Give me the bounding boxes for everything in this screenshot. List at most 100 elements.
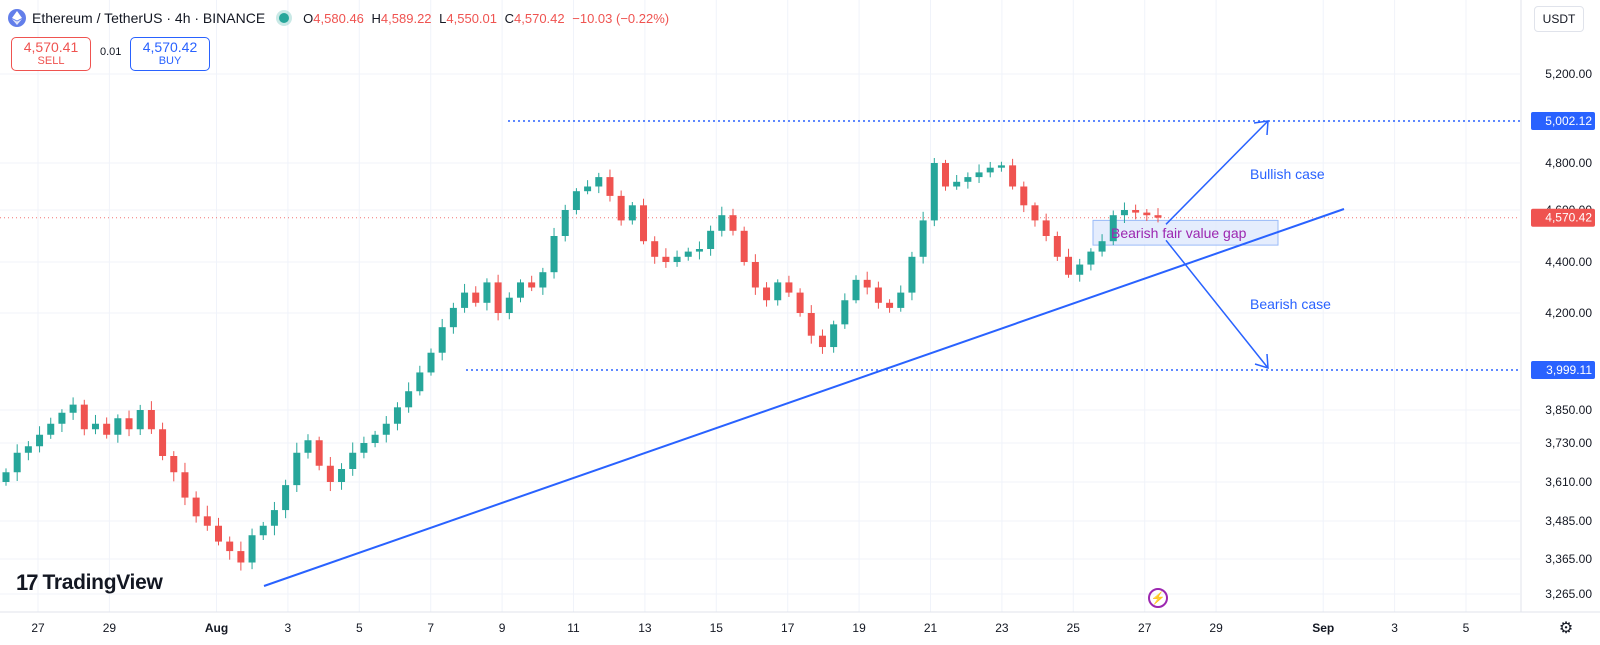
resistance-price-tag-bg xyxy=(1531,112,1595,130)
time-tick-label: 17 xyxy=(781,621,795,635)
candle-body xyxy=(516,282,524,298)
candle-body xyxy=(136,410,144,430)
price-tick-label: 3,610.00 xyxy=(1545,475,1592,489)
fair-value-gap-zone[interactable] xyxy=(1092,219,1279,246)
candle-body xyxy=(897,292,905,308)
candle-body xyxy=(147,410,155,430)
current-price-tag-bg xyxy=(1531,208,1595,227)
candle-body xyxy=(24,446,32,453)
time-tick-label: 11 xyxy=(567,621,580,635)
candle-body xyxy=(461,292,469,308)
candle-body xyxy=(371,434,379,443)
change-value: −10.03 (−0.22%) xyxy=(572,10,670,26)
candle-body xyxy=(103,423,111,435)
price-tick-label: 4,400.00 xyxy=(1545,255,1592,269)
time-tick-label: 27 xyxy=(31,621,45,635)
support-price-tag: 3,999.11 xyxy=(1546,363,1592,377)
bearish-case-label[interactable]: Bearish case xyxy=(1250,296,1331,312)
spread-value: 0.01 xyxy=(100,46,122,58)
candle-body xyxy=(405,391,413,408)
candle-body xyxy=(595,177,603,187)
price-tick-label: 3,730.00 xyxy=(1545,436,1592,450)
candle-body xyxy=(494,282,502,313)
price-tick-label: 3,365.00 xyxy=(1545,552,1592,566)
sell-button[interactable]: 4,570.41 SELL xyxy=(11,37,91,71)
candle-body xyxy=(886,302,894,308)
candle-body xyxy=(986,167,994,173)
low-label: L xyxy=(439,10,447,26)
time-tick-label: 21 xyxy=(924,621,938,635)
candle-body xyxy=(729,215,737,231)
candle-body xyxy=(338,469,346,482)
candle-body xyxy=(282,485,290,511)
candle-body xyxy=(718,215,726,231)
high-value: 4,589.22 xyxy=(380,10,432,26)
lightning-icon[interactable]: ⚡ xyxy=(1148,588,1168,608)
candle-body xyxy=(2,472,10,482)
candle-body xyxy=(1120,210,1128,216)
gear-icon[interactable]: ⚙ xyxy=(1558,620,1574,637)
candle-body xyxy=(863,279,871,288)
symbol-title[interactable]: Ethereum / TetherUS · 4h · BINANCE xyxy=(32,10,266,26)
candle-body xyxy=(304,440,312,453)
low-value: 4,550.01 xyxy=(446,10,497,26)
ethereum-icon xyxy=(8,9,26,27)
open-value: 4,580.46 xyxy=(313,10,364,26)
candle-body xyxy=(941,163,949,187)
ascending-trendline xyxy=(263,208,1345,587)
candle-body xyxy=(561,210,569,236)
candle-body xyxy=(785,282,793,293)
buy-price: 4,570.42 xyxy=(142,39,198,55)
ohlc-readout: O4,580.46 H4,589.22 L4,550.01 C4,570.42 … xyxy=(303,11,673,26)
candle-body xyxy=(438,327,446,353)
candle-body xyxy=(640,205,648,242)
candle-body xyxy=(472,292,480,303)
time-tick-label: 15 xyxy=(710,621,724,635)
candle-body xyxy=(1076,264,1084,275)
horizontal-levels[interactable] xyxy=(0,120,1520,371)
candle-body xyxy=(36,434,44,447)
candle-body xyxy=(505,297,513,313)
candle-body xyxy=(964,177,972,182)
candle-body xyxy=(170,456,178,473)
time-tick-label: 23 xyxy=(995,621,1009,635)
candle-body xyxy=(662,256,670,262)
candle-body xyxy=(617,195,625,221)
candle-body xyxy=(919,220,927,257)
candle-body xyxy=(91,423,99,430)
price-tick-label: 4,200.00 xyxy=(1545,306,1592,320)
candle-body xyxy=(270,510,278,526)
price-axis[interactable]: 5,200.004,800.004,600.004,400.004,200.00… xyxy=(1520,0,1595,612)
candle-body xyxy=(1143,212,1151,216)
fair-value-gap-label[interactable]: Bearish fair value gap xyxy=(1111,225,1247,241)
resistance-price-tag: 5,002.12 xyxy=(1545,114,1592,128)
time-axis[interactable]: 27 29 Aug 3 5 7 9 11 13 15 17 19 21 23 25 27 29 Sep 3 5 xyxy=(0,611,1600,635)
candle-body xyxy=(1031,205,1039,221)
time-tick-label: 7 xyxy=(427,621,434,635)
candle-body xyxy=(953,181,961,187)
bullish-case-label[interactable]: Bullish case xyxy=(1250,166,1325,182)
candle-body xyxy=(203,516,211,526)
time-tick-label: 13 xyxy=(638,621,652,635)
sell-price: 4,570.41 xyxy=(23,39,79,55)
candle-body xyxy=(874,287,882,303)
candle-body xyxy=(248,535,256,563)
bearish-arrow-shaft xyxy=(1165,239,1269,369)
currency-selector[interactable]: USDT xyxy=(1534,6,1584,32)
buy-button[interactable]: 4,570.42 BUY xyxy=(130,37,210,71)
tradingview-logo[interactable]: 17 TradingView xyxy=(16,570,163,596)
time-tick-label: 29 xyxy=(103,621,117,635)
candle-body xyxy=(1154,215,1162,218)
candle-body xyxy=(763,287,771,301)
time-tick-label: 19 xyxy=(852,621,866,635)
bullish-arrow-head xyxy=(1253,120,1269,136)
candle-body xyxy=(695,249,703,252)
candle-body xyxy=(226,541,234,552)
candle-body xyxy=(58,412,66,424)
candle-body xyxy=(908,256,916,293)
drawings-layer[interactable] xyxy=(263,120,1345,587)
bullish-arrow-shaft xyxy=(1165,120,1269,225)
candle-body xyxy=(237,551,245,563)
